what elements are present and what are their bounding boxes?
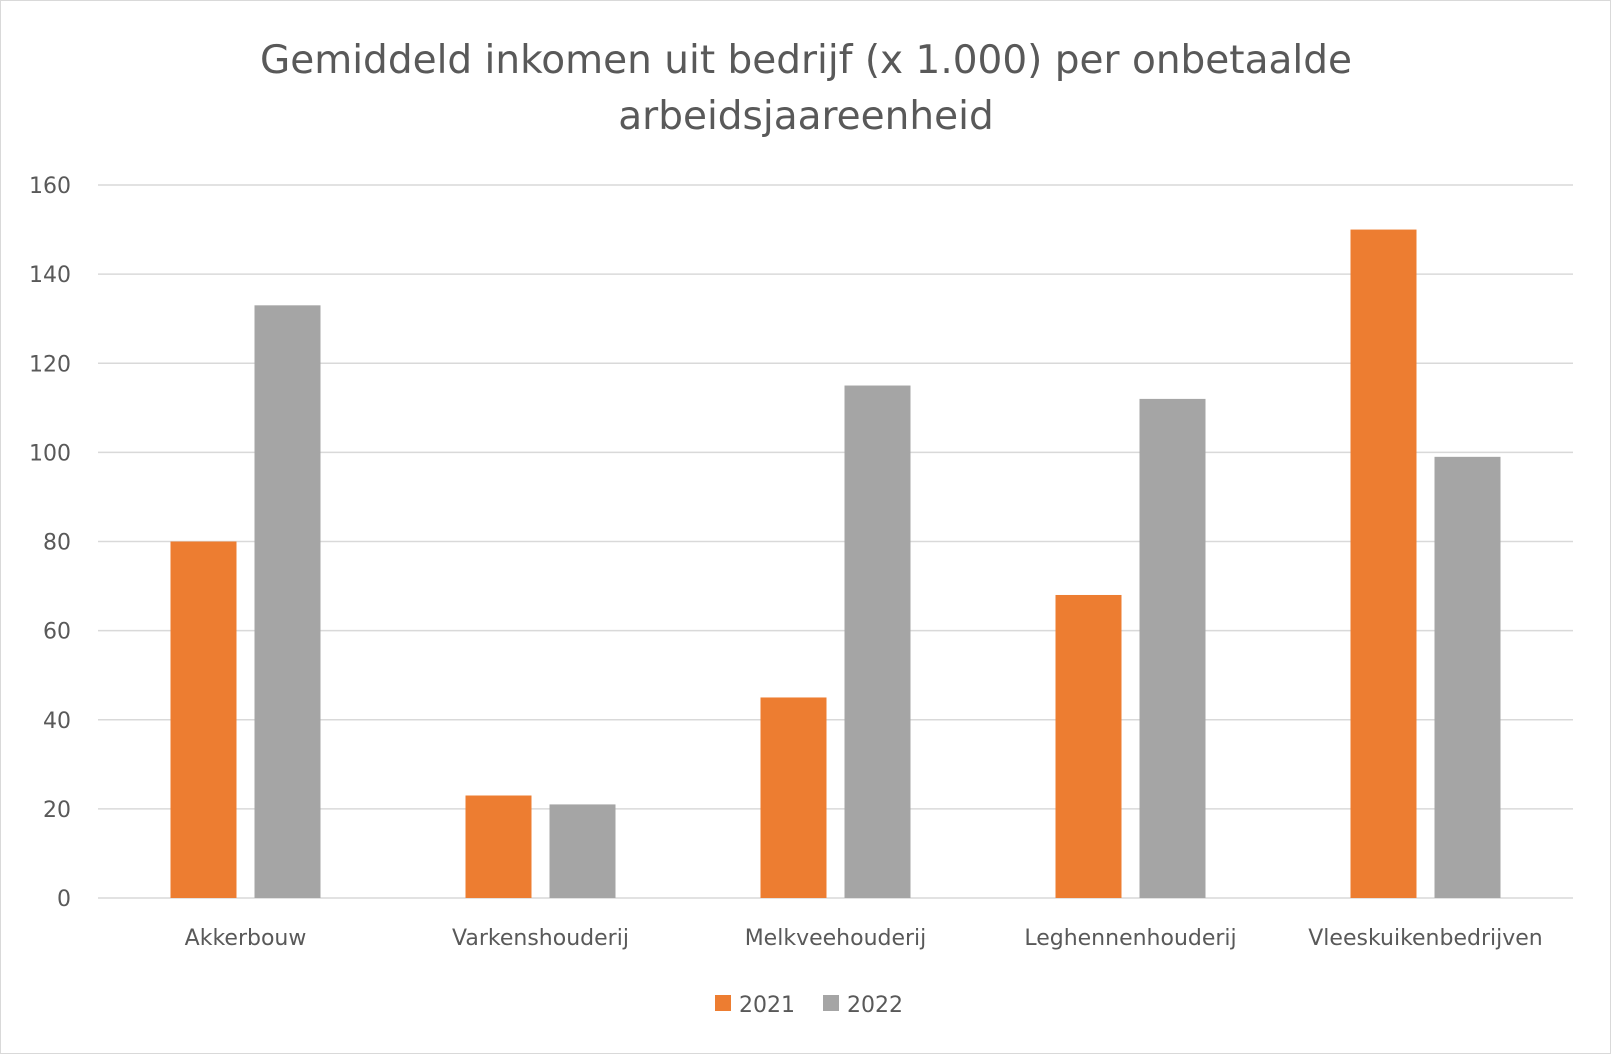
legend: 2021 2022: [715, 993, 903, 1018]
x-category-label: Vleeskuikenbedrijven: [1308, 926, 1542, 951]
y-tick-label: 80: [43, 531, 71, 556]
bar-2022-melkveehouderij: [844, 385, 911, 898]
y-tick-label: 120: [29, 352, 71, 377]
chart-title-line-1: Gemiddeld inkomen uit bedrijf (x 1.000) …: [260, 38, 1352, 83]
gridlines: [98, 184, 1573, 899]
x-category-label: Akkerbouw: [185, 926, 307, 951]
y-tick-label: 40: [43, 709, 71, 734]
y-tick-label: 100: [29, 441, 71, 466]
y-tick-label: 0: [57, 887, 71, 912]
bar-2022-leghennenhouderij: [1139, 398, 1206, 898]
y-tick-label: 140: [29, 263, 71, 288]
bar-2021-vleeskuikenbedrijven: [1350, 229, 1417, 898]
chart-title-line-2: arbeidsjaareenheid: [618, 94, 993, 139]
y-tick-label: 160: [29, 174, 71, 199]
bar-2022-akkerbouw: [254, 305, 321, 899]
y-axis-tick-labels: 0 20 40 60 80 100 120 140 160: [29, 174, 71, 912]
bar-2022-varkenshouderij: [549, 804, 616, 898]
bar-2021-akkerbouw: [170, 541, 237, 898]
bars: [170, 229, 1501, 899]
legend-swatch-2021: [715, 995, 731, 1011]
legend-swatch-2022: [823, 995, 839, 1011]
bar-2022-vleeskuikenbedrijven: [1434, 456, 1501, 898]
y-tick-label: 20: [43, 798, 71, 823]
x-category-label: Leghennenhouderij: [1024, 926, 1236, 951]
legend-label-2022: 2022: [847, 993, 903, 1018]
bar-2021-varkenshouderij: [465, 795, 532, 898]
x-category-label: Varkenshouderij: [452, 926, 629, 951]
bar-2021-melkveehouderij: [760, 697, 827, 898]
x-category-label: Melkveehouderij: [745, 926, 927, 951]
legend-label-2021: 2021: [739, 993, 795, 1018]
bar-2021-leghennenhouderij: [1055, 594, 1122, 898]
x-axis-category-labels: Akkerbouw Varkenshouderij Melkveehouderij L…: [185, 926, 1543, 951]
y-tick-label: 60: [43, 620, 71, 645]
